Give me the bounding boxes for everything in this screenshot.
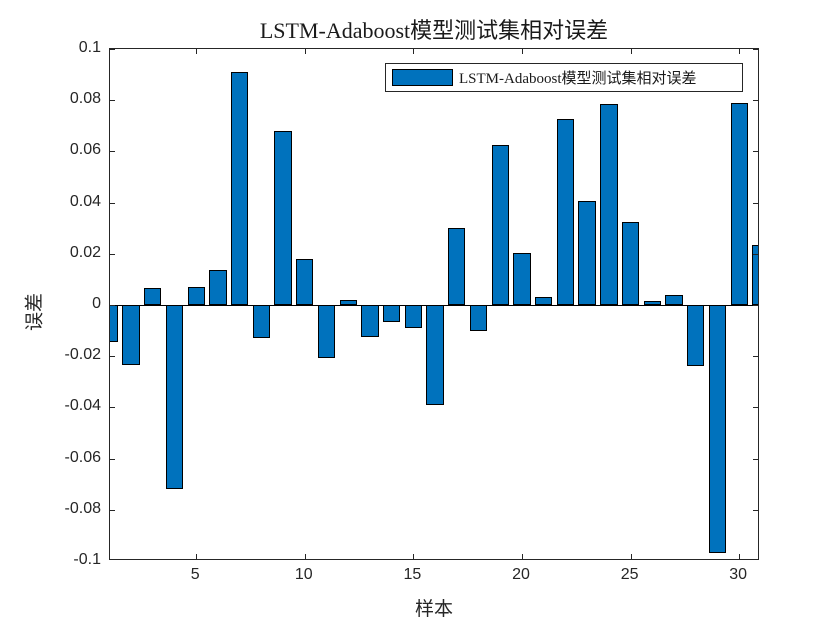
bar-sample-15 [404, 305, 423, 328]
y-tick-mark [753, 202, 758, 204]
y-tick-label: -0.1 [73, 551, 101, 568]
y-tick-label: -0.06 [64, 448, 101, 466]
x-tick-label: 20 [512, 566, 530, 583]
y-tick-label: -0.08 [64, 499, 101, 517]
y-tick-mark [110, 100, 115, 102]
plot-area [109, 48, 759, 560]
x-tick-mark [739, 554, 741, 559]
bar-sample-23 [578, 201, 596, 305]
bar-sample-7 [231, 72, 249, 305]
bar-sample-4 [165, 305, 184, 490]
bar-sample-31 [752, 244, 758, 305]
y-tick-mark [110, 253, 115, 255]
x-tick-mark [522, 554, 523, 559]
bar-sample-13 [361, 305, 379, 337]
bar-sample-24 [600, 104, 618, 305]
bar-sample-9 [274, 130, 292, 305]
x-tick-mark [196, 554, 198, 559]
legend-swatch-icon [392, 69, 453, 86]
x-tick-label: 15 [403, 566, 422, 583]
x-tick-mark [304, 49, 306, 54]
bar-sample-2 [122, 305, 140, 366]
y-tick-mark [753, 407, 758, 409]
x-tick-mark [413, 554, 415, 559]
bar-sample-26 [643, 301, 661, 305]
bar-sample-22 [556, 119, 575, 305]
y-tick-mark [110, 509, 115, 511]
legend: LSTM-Adaboost模型测试集相对误差 [385, 63, 743, 92]
bar-sample-27 [665, 294, 683, 305]
y-tick-label: 0 [92, 295, 101, 312]
y-tick-mark [110, 407, 115, 409]
bar-sample-17 [448, 228, 466, 305]
bar-sample-1 [110, 305, 119, 343]
bar-sample-21 [535, 297, 553, 305]
y-tick-label: -0.02 [64, 346, 101, 364]
y-tick-mark [110, 305, 115, 306]
y-tick-label: -0.04 [64, 397, 101, 415]
bar-sample-3 [144, 288, 162, 305]
bar-sample-16 [426, 305, 444, 405]
x-tick-mark [196, 49, 198, 54]
bar-sample-12 [339, 299, 357, 305]
bar-sample-5 [187, 287, 205, 305]
y-tick-mark [753, 458, 758, 460]
bar-sample-19 [491, 145, 509, 305]
y-tick-mark [753, 253, 758, 255]
y-tick-mark [753, 356, 758, 358]
x-tick-mark [413, 49, 415, 54]
x-tick-mark [304, 554, 306, 559]
bar-sample-29 [708, 305, 727, 554]
y-tick-mark [110, 458, 115, 460]
chart-title: LSTM-Adaboost模型测试集相对误差 [259, 18, 609, 43]
bar-sample-11 [317, 305, 336, 358]
bar-sample-20 [513, 252, 531, 305]
bar-sample-30 [730, 102, 748, 305]
x-tick-label: 25 [620, 566, 639, 583]
bar-sample-10 [296, 258, 314, 305]
x-tick-mark [630, 49, 632, 54]
y-tick-label: 0.08 [69, 90, 101, 108]
y-tick-mark [110, 49, 115, 50]
bar-sample-25 [621, 221, 640, 305]
bar-sample-14 [383, 305, 401, 322]
legend-label: LSTM-Adaboost模型测试集相对误差 [459, 71, 697, 87]
y-tick-mark [753, 305, 758, 306]
y-tick-mark [753, 509, 758, 511]
y-tick-label: 0.1 [78, 39, 101, 56]
x-tick-label: 30 [729, 566, 748, 583]
y-tick-mark [753, 49, 758, 50]
bar-sample-18 [469, 305, 488, 331]
zero-baseline [110, 305, 758, 306]
x-axis-label: 样本 [414, 599, 453, 620]
y-tick-mark [110, 356, 115, 358]
bar-sample-6 [209, 270, 227, 305]
x-tick-label: 5 [190, 566, 200, 583]
y-tick-mark [110, 151, 115, 153]
x-tick-mark [739, 49, 741, 54]
y-tick-label: 0.06 [69, 141, 101, 159]
y-tick-label: 0.04 [69, 192, 101, 210]
x-tick-mark [522, 49, 523, 54]
x-tick-mark [630, 554, 632, 559]
y-tick-label: 0.02 [69, 243, 101, 261]
y-tick-mark [753, 100, 758, 102]
bar-sample-8 [252, 305, 271, 339]
y-tick-mark [753, 151, 758, 153]
y-tick-mark [110, 202, 115, 204]
x-tick-label: 10 [294, 566, 313, 583]
bar-sample-28 [687, 305, 705, 367]
